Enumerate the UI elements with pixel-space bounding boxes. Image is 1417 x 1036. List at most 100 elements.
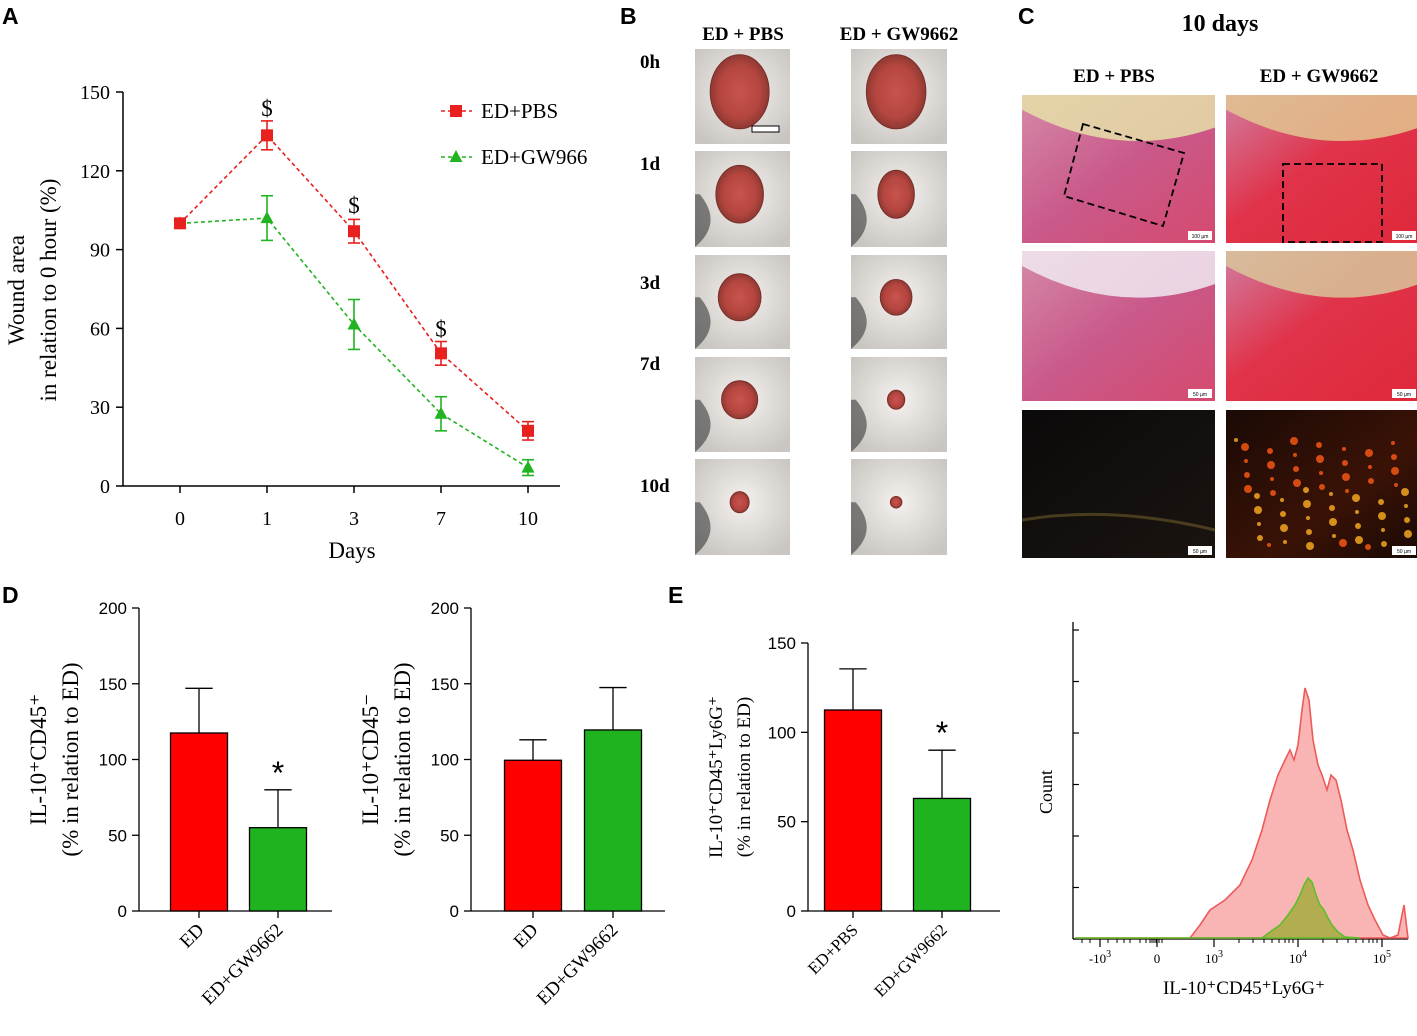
collagen-fiber (1352, 494, 1360, 502)
zoom-region-box (1062, 122, 1186, 228)
data-point-square (435, 347, 447, 360)
scale-label: 100 µm (1396, 234, 1413, 240)
y-tick-label: 150 (431, 675, 459, 694)
y-axis-label-line1: IL-10⁺CD45⁺Ly6G⁺ (706, 696, 727, 858)
scale-bar (751, 125, 780, 133)
collagen-fiber (1244, 472, 1250, 478)
wound-area (879, 278, 913, 316)
y-tick-label: 50 (777, 813, 796, 832)
histogram-series-ed-pbs (1075, 687, 1409, 939)
collagen-fiber (1306, 516, 1310, 520)
x-tick-label: 105 (1373, 949, 1391, 966)
collagen-fiber (1339, 539, 1347, 547)
x-tick-label: ED+GW9662 (198, 920, 288, 1010)
y-axis-label-line2: in relation to 0 hour (%) (36, 179, 61, 402)
scale-label-bg (1392, 546, 1416, 555)
collagen-fiber (1293, 479, 1301, 487)
collagen-fiber (1404, 517, 1410, 523)
y-tick-label: 30 (90, 397, 110, 419)
x-tick-label: 104 (1289, 949, 1307, 966)
collagen-fiber (1378, 499, 1384, 505)
panel-b-col-header-gw: ED + GW9662 (840, 24, 959, 45)
panel-e-bar-chart: 0 50 100 150 ED+PBS ED+GW9662 * IL-10⁺CD45⁺Ly6G… (706, 634, 1000, 1001)
y-tick-label: 60 (90, 318, 110, 340)
fur-shadow (695, 194, 711, 247)
collagen-fiber (1381, 541, 1387, 547)
epidermis-layer (1022, 95, 1215, 142)
y-tick-label: 200 (99, 599, 127, 618)
scale-label: 50 µm (1397, 549, 1411, 555)
collagen-fiber (1391, 454, 1397, 460)
panel-d-letter: D (2, 582, 19, 608)
scale-label-bg (1392, 231, 1416, 240)
collagen-fiber (1290, 437, 1298, 445)
collagen-fiber (1254, 506, 1262, 514)
collagen-fiber (1257, 522, 1261, 526)
x-tick-label: 3 (349, 508, 359, 530)
y-axis-label-line1: IL-10⁺CD45⁺ (26, 694, 51, 826)
scale-label: 50 µm (1193, 392, 1207, 398)
collagen-fiber (1244, 485, 1252, 493)
data-point-square (174, 217, 186, 230)
collagen-fiber (1401, 488, 1409, 496)
collagen-fiber (1342, 473, 1350, 481)
collagen-fiber (1355, 510, 1359, 514)
y-tick-label: 50 (108, 826, 127, 845)
y-tick-label: 100 (768, 723, 796, 742)
y-axis-label-line2: (% in relation to ED) (58, 662, 83, 856)
scale-label-bg (1188, 389, 1212, 398)
collagen-fiber (1267, 448, 1273, 454)
significance-mark: $ (348, 193, 360, 218)
scale-label-bg (1392, 389, 1416, 398)
panel-b-letter: B (620, 3, 637, 29)
wound-area (877, 169, 915, 219)
panel-c-col-header-gw: ED + GW9662 (1260, 66, 1379, 87)
x-tick-label: ED+GW9662 (533, 920, 623, 1010)
y-tick-label: 90 (90, 240, 110, 262)
y-tick-label: 150 (768, 634, 796, 653)
panel-e-letter: E (668, 582, 683, 608)
collagen-fiber (1306, 529, 1312, 535)
x-tick-label: ED+PBS (804, 920, 862, 978)
fur-shadow (695, 297, 711, 349)
y-axis-label-line1: IL-10⁺CD45⁻ (358, 694, 383, 826)
data-point-square (522, 424, 534, 437)
collagen-fiber (1319, 484, 1325, 490)
significance-mark: $ (261, 96, 273, 121)
x-tick-label: -103 (1089, 949, 1111, 966)
y-axis-label: Count (1036, 770, 1056, 814)
series-line-ED+PBS (179, 134, 529, 432)
collagen-fiber (1381, 528, 1385, 532)
fur-shadow (851, 297, 867, 349)
significance-mark: $ (435, 317, 447, 342)
y-tick-label: 150 (99, 675, 127, 694)
collagen-fiber (1270, 490, 1276, 496)
y-axis-label-line2: (% in relation to ED) (734, 697, 755, 857)
collagen-fiber (1280, 498, 1284, 502)
legend-label: ED+GW966 (481, 145, 587, 169)
histogram-series-ed-gw9662 (1075, 876, 1361, 939)
collagen-fiber (1342, 447, 1346, 451)
wound-area (889, 495, 903, 509)
x-tick-label: 0 (175, 508, 185, 530)
collagen-fiber (1244, 459, 1248, 463)
collagen-fiber (1254, 493, 1260, 499)
fur-shadow (695, 399, 711, 452)
y-tick-label: 50 (440, 826, 459, 845)
bar-ED+GW9662 (248, 827, 308, 912)
wound-area (709, 54, 770, 130)
collagen-fiber (1303, 500, 1311, 508)
legend-marker-square (450, 105, 462, 117)
y-tick-label: 100 (99, 751, 127, 770)
x-tick-label: 10 (518, 508, 538, 530)
panel-a: A 0 30 60 90 120 150 0 1 3 7 10 Days Wound area in re… (2, 3, 587, 563)
collagen-fiber (1270, 477, 1274, 481)
histology-image (1022, 410, 1215, 558)
panel-e-flow-histogram: -103 0 103 104 105 IL-10⁺CD45⁺Ly6G⁺ Count (1036, 622, 1409, 999)
legend-label: ED+PBS (481, 99, 558, 123)
collagen-fiber (1293, 466, 1299, 472)
fur-shadow (695, 502, 711, 555)
zoom-region-box (1282, 163, 1383, 243)
y-tick-label: 100 (431, 751, 459, 770)
